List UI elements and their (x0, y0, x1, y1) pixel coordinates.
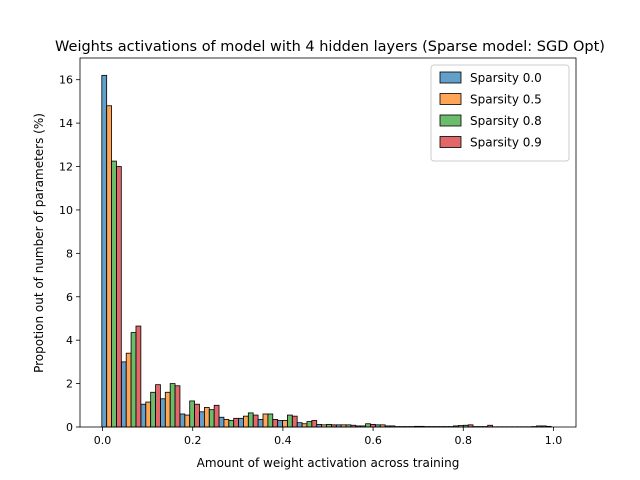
bar (120, 361, 127, 428)
plot-area (79, 57, 577, 428)
bar (199, 411, 205, 428)
bar (301, 423, 308, 428)
x-tick-label: 0.6 (364, 434, 382, 447)
legend-swatch (439, 71, 462, 84)
x-tick-label: 1.0 (545, 434, 563, 447)
bar (174, 385, 181, 428)
legend-swatch (439, 136, 462, 148)
bar (194, 403, 200, 428)
bar (262, 413, 269, 428)
y-tick-label: 10 (59, 204, 73, 217)
legend: Sparsity 0.0 Sparsity 0.5 Sparsity 0.8 Spar… (430, 64, 570, 162)
legend-swatch (439, 114, 462, 127)
bar (272, 418, 279, 428)
bar (365, 423, 371, 428)
bar (145, 401, 152, 428)
y-axis-label: Propotion out of number of parameters (%… (32, 113, 46, 373)
legend-label: Sparsity 0.0 (470, 71, 542, 85)
bar (306, 421, 313, 428)
chart-title: Weights activations of model with 4 hidd… (55, 39, 605, 55)
x-tick-label: 0.0 (94, 434, 112, 447)
bar (223, 418, 230, 428)
legend-label: Sparsity 0.5 (470, 93, 542, 107)
bar (160, 398, 166, 428)
bar (169, 383, 176, 428)
legend-label: Sparsity 0.9 (470, 136, 542, 150)
y-tick-label: 6 (66, 291, 73, 304)
bar (233, 417, 239, 428)
bar (106, 105, 112, 428)
plot-frame (79, 57, 577, 428)
legend-swatch (439, 93, 462, 105)
bar (203, 407, 210, 428)
bar (189, 400, 195, 428)
bar (296, 422, 303, 428)
legend-label: Sparsity 0.8 (470, 114, 542, 128)
bar (267, 413, 274, 428)
bar (238, 417, 244, 428)
bar (282, 420, 288, 428)
bar (140, 403, 147, 428)
bar (252, 414, 259, 428)
bar (257, 418, 264, 428)
y-axis: 0 2 4 6 8 10 12 14 16 (59, 74, 80, 434)
x-tick-label: 0.2 (184, 434, 202, 447)
bar (287, 414, 293, 428)
bar (208, 409, 215, 428)
x-axis: 0.0 0.2 0.4 0.6 0.8 1.0 (94, 427, 562, 447)
y-tick-label: 4 (66, 334, 73, 347)
bar (243, 415, 249, 428)
x-tick-label: 0.8 (455, 434, 473, 447)
bar (125, 352, 132, 428)
bar (228, 420, 235, 428)
y-tick-label: 12 (59, 161, 73, 174)
bar (101, 74, 108, 428)
y-tick-label: 2 (66, 378, 73, 391)
y-tick-label: 16 (59, 74, 73, 87)
bar (277, 420, 283, 428)
bar (130, 332, 137, 428)
bar (218, 416, 225, 428)
x-tick-label: 0.4 (274, 434, 292, 447)
bar (135, 325, 142, 428)
bar (164, 391, 171, 428)
bar (247, 412, 254, 428)
y-tick-label: 14 (59, 117, 73, 130)
bar (291, 415, 298, 428)
bar (213, 404, 220, 428)
bar (155, 384, 161, 428)
y-tick-label: 8 (66, 247, 73, 260)
legend-box (430, 64, 570, 162)
bar (116, 166, 122, 428)
y-tick-label: 0 (66, 421, 73, 434)
bar (311, 420, 318, 428)
bar (184, 414, 191, 428)
bar (150, 391, 156, 428)
bar (111, 160, 117, 428)
x-axis-label: Amount of weight activation across train… (197, 456, 460, 470)
bar (179, 413, 186, 428)
